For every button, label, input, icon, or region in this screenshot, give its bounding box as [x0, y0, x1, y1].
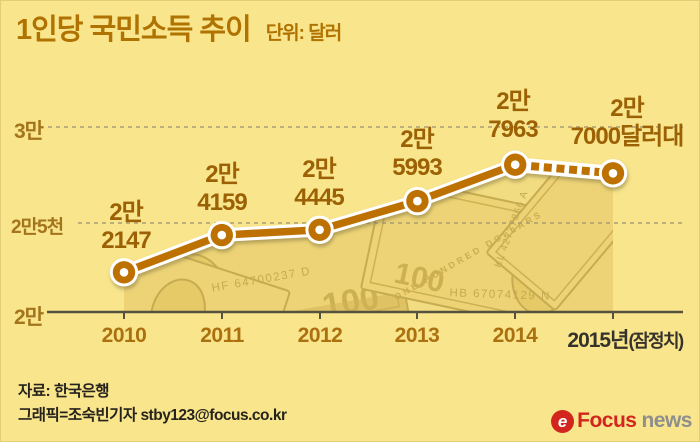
bill-serial: HB 67074129 N	[449, 287, 551, 303]
y-axis-label-25000: 2만5천	[11, 217, 64, 238]
data-label-2015: 2만 7000달러대	[570, 95, 685, 151]
title-suffix: 추이	[192, 14, 251, 46]
page-title: 1인당 국민소득 추이	[16, 13, 252, 47]
data-label-2010: 2만 2147	[101, 199, 151, 255]
data-point	[315, 225, 324, 235]
title-prefix: 1인당	[16, 14, 90, 46]
data-label-line: 2만	[205, 161, 239, 188]
title-emphasis: 국민소득	[89, 14, 194, 46]
data-label-line: 4159	[197, 189, 247, 216]
data-point	[119, 268, 129, 277]
focusnews-logo-brand: Focus	[577, 409, 637, 432]
x-axis-ticks	[123, 312, 614, 319]
focusnews-logo: e Focus news	[551, 409, 692, 433]
x-axis-label-2014: 2014	[492, 324, 538, 347]
x-axis-label-2010: 2010	[101, 324, 147, 347]
y-axis-label-20000: 2만	[14, 306, 44, 329]
data-label-line: 2147	[101, 227, 151, 254]
focusnews-logo-suffix: news	[641, 409, 692, 432]
header: 1인당 국민소득 추이 단위: 달러	[16, 13, 343, 47]
data-label-2013: 2만 5993	[392, 126, 442, 182]
data-label-line: 2만	[109, 199, 143, 226]
focusnews-logo-icon: e	[551, 409, 575, 433]
data-label-line: 7000달러대	[570, 123, 685, 150]
data-point	[217, 230, 227, 240]
data-point	[413, 196, 422, 206]
data-label-line: 2만	[610, 95, 644, 122]
data-point	[608, 169, 618, 178]
x-axis-label-2015: 2015년(잠정치)	[567, 324, 684, 354]
data-label-line: 2만	[400, 126, 434, 153]
data-label-2011: 2만 4159	[197, 161, 247, 217]
dashed-segment	[514, 160, 614, 178]
data-label-line: 7963	[488, 116, 538, 143]
x-axis-label-2015-year: 2015년	[567, 329, 629, 352]
data-label-2014: 2만 7963	[488, 88, 538, 144]
data-label-line: 5993	[392, 154, 442, 181]
x-axis-label-2012: 2012	[297, 324, 343, 347]
data-label-line: 2만	[496, 88, 530, 115]
data-label-line: 4445	[294, 184, 344, 211]
source-credit: 자료: 한국은행	[18, 383, 110, 400]
data-point	[510, 160, 520, 169]
graphic-credit: 그래픽=조숙빈기자 stby123@focus.co.kr	[18, 407, 287, 424]
data-label-2012: 2만 4445	[294, 156, 344, 212]
unit-label: 단위: 달러	[265, 23, 343, 44]
x-axis-label-2011: 2011	[200, 324, 244, 347]
data-label-line: 2만	[302, 156, 336, 183]
x-axis-label-2013: 2013	[394, 324, 440, 347]
income-series	[109, 150, 628, 287]
data-point-markers	[109, 150, 628, 287]
y-axis-label-30000: 3만	[14, 120, 44, 143]
x-axis-label-2015-note: (잠정치)	[628, 331, 684, 351]
